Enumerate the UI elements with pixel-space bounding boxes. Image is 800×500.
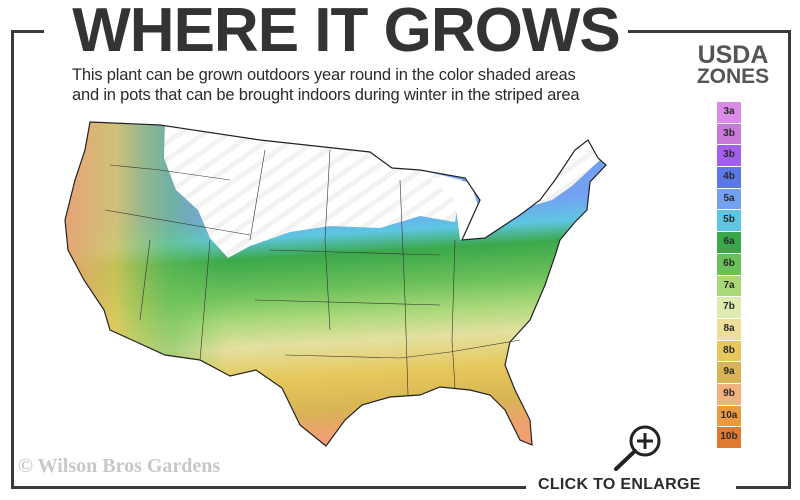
legend-zone-9b: 9b bbox=[717, 383, 741, 405]
legend-zone-8a: 8a bbox=[717, 318, 741, 340]
legend-zone-8b: 8b bbox=[717, 340, 741, 362]
state-lines bbox=[104, 149, 521, 396]
striped-area bbox=[164, 122, 462, 258]
legend-title-line-2: ZONES bbox=[696, 65, 770, 88]
legend-zone-7b: 7b bbox=[717, 297, 741, 318]
copyright-watermark: © Wilson Bros Gardens bbox=[18, 455, 221, 477]
legend-title: USDA ZONES bbox=[680, 41, 786, 88]
click-to-enlarge-button[interactable]: CLICK TO ENLARGE bbox=[538, 476, 701, 493]
page-title: WHERE IT GROWS bbox=[72, 0, 620, 65]
zone-legend: 3a 3b 3b 4b 5a 5b 6a 6b 7a 7b 8a 8b 9a 9b 10a 10b bbox=[717, 102, 741, 449]
legend-zone-4b: 4b bbox=[717, 167, 741, 188]
legend-zone-10a: 10a bbox=[717, 405, 741, 427]
great-lakes bbox=[430, 178, 478, 240]
frame-bottom-left bbox=[11, 486, 526, 489]
legend-zone-10b: 10b bbox=[717, 427, 741, 448]
legend-zone-7a: 7a bbox=[717, 275, 741, 297]
legend-title-line-1: USDA bbox=[697, 41, 769, 69]
frame-top-right bbox=[628, 30, 791, 33]
frame-bottom-right bbox=[736, 486, 791, 489]
legend-zone-3b: 3b bbox=[717, 145, 741, 167]
legend-zone-3a: 3a bbox=[717, 102, 741, 123]
magnifier-plus-icon[interactable] bbox=[610, 422, 666, 472]
subtitle-line-2: and in pots that can be brought indoors … bbox=[72, 86, 580, 104]
legend-zone-9a: 9a bbox=[717, 362, 741, 383]
frame-right bbox=[788, 30, 791, 489]
subtitle-line-1: This plant can be grown outdoors year ro… bbox=[72, 66, 576, 84]
legend-zone-5b: 5b bbox=[717, 210, 741, 232]
legend-zone-6b: 6b bbox=[717, 253, 741, 275]
frame-top-left bbox=[11, 30, 44, 33]
zone-fill bbox=[65, 122, 606, 446]
frame-left bbox=[11, 30, 14, 489]
legend-zone-6a: 6a bbox=[717, 232, 741, 253]
striped-area-northeast bbox=[535, 138, 600, 205]
legend-zone-5a: 5a bbox=[717, 188, 741, 210]
legend-zone-3b: 3b bbox=[717, 123, 741, 145]
